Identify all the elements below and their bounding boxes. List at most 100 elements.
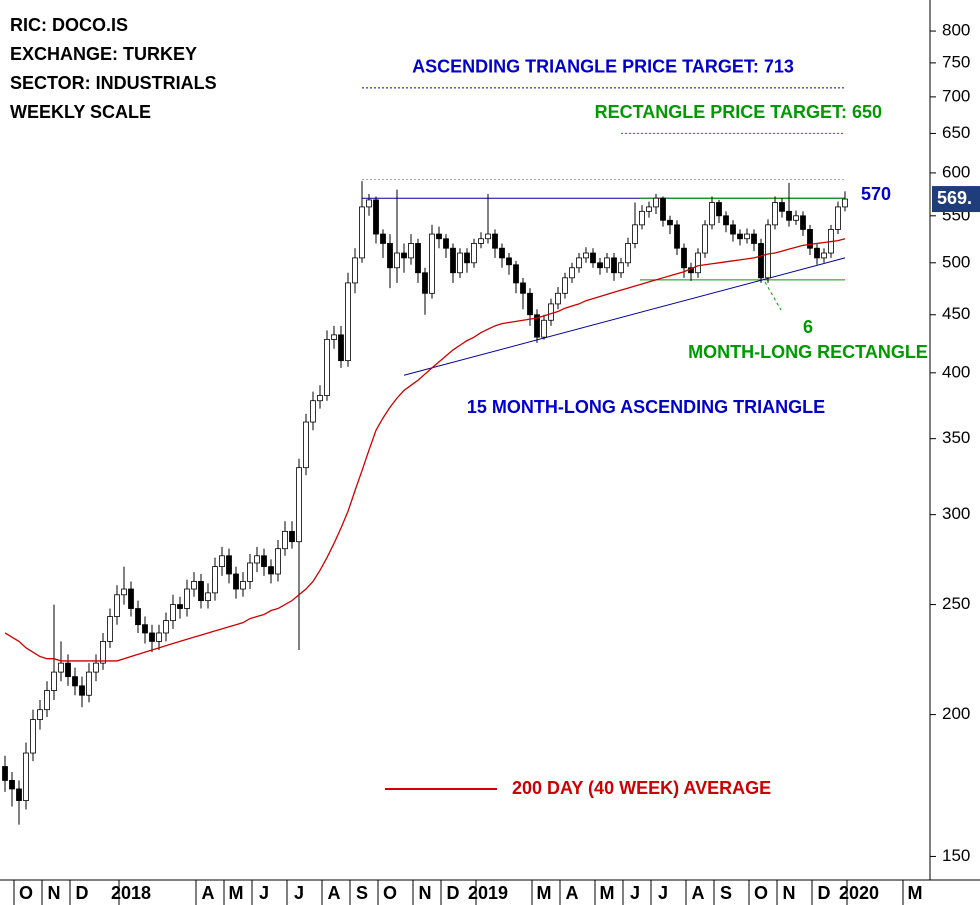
candle-body — [674, 224, 680, 249]
triangle-label: 15 MONTH-LONG ASCENDING TRIANGLE — [467, 397, 825, 417]
x-tick-label: J — [294, 883, 304, 903]
x-tick-label: N — [419, 883, 432, 903]
candle-body — [702, 224, 708, 254]
candle-body — [744, 233, 750, 240]
candle-body — [170, 604, 176, 622]
y-tick-label: 650 — [942, 123, 970, 142]
candle-body — [16, 788, 22, 801]
candle-body — [716, 202, 722, 217]
x-tick-label: O — [19, 883, 33, 903]
candle-body — [275, 548, 281, 575]
candle-body — [758, 243, 764, 279]
candle-body — [835, 206, 841, 230]
y-tick-label: 800 — [942, 21, 970, 40]
candle-body — [576, 257, 582, 269]
candle-body — [331, 334, 337, 340]
candle-body — [730, 224, 736, 235]
candle-body — [541, 319, 547, 338]
candle-body — [219, 555, 225, 568]
candle-body — [142, 624, 148, 634]
candle-body — [583, 252, 589, 259]
candle-body — [100, 641, 106, 664]
y-tick-label: 150 — [942, 846, 970, 865]
candle-body — [51, 671, 57, 691]
candle-body — [639, 210, 645, 226]
candle-body — [492, 233, 498, 249]
candle-body — [317, 395, 323, 402]
candle-body — [366, 199, 372, 208]
x-tick-label: A — [202, 883, 215, 903]
y-tick-label: 200 — [942, 704, 970, 723]
candle-body — [240, 581, 246, 590]
pointer — [764, 281, 782, 311]
y-tick-label: 300 — [942, 504, 970, 523]
candle-body — [779, 202, 785, 212]
candle-body — [65, 662, 71, 678]
candle-body — [394, 252, 400, 269]
y-tick-label: 750 — [942, 52, 970, 71]
x-tick-label: 2019 — [468, 883, 508, 903]
candle-body — [23, 752, 29, 801]
x-tick-label: M — [600, 883, 615, 903]
candle-body — [135, 608, 141, 626]
y-tick-label: 400 — [942, 362, 970, 381]
candle-body — [191, 581, 197, 590]
candle-body — [58, 662, 64, 673]
x-tick-label: A — [692, 883, 705, 903]
candle-body — [345, 282, 351, 362]
candle-body — [282, 530, 288, 550]
x-tick-label: D — [818, 883, 831, 903]
x-tick-label: S — [720, 883, 732, 903]
x-tick-label: A — [328, 883, 341, 903]
candle-body — [632, 224, 638, 244]
x-tick-label: S — [356, 883, 368, 903]
header-line: RIC: DOCO.IS — [10, 15, 128, 35]
candle-body — [387, 243, 393, 269]
x-tick-label: D — [76, 883, 89, 903]
legend-label: 200 DAY (40 WEEK) AVERAGE — [512, 778, 771, 798]
candle-body — [156, 632, 162, 642]
candle-body — [359, 206, 365, 259]
candle-body — [121, 588, 127, 596]
candle-body — [37, 709, 43, 720]
x-tick-label: A — [566, 883, 579, 903]
candle-body — [555, 292, 561, 305]
candle-body — [457, 252, 463, 274]
candle-body — [401, 252, 407, 259]
x-tick-label: M — [229, 883, 244, 903]
y-tick-label: 500 — [942, 252, 970, 271]
moving-average — [4, 238, 846, 662]
candle-body — [485, 233, 491, 240]
last-price-label: 569. — [937, 188, 972, 208]
candle-body — [450, 247, 456, 274]
candle-body — [520, 282, 526, 294]
candle-body — [324, 339, 330, 396]
candle-body — [499, 247, 505, 259]
target-label: ASCENDING TRIANGLE PRICE TARGET: 713 — [412, 57, 794, 77]
x-tick-label: D — [447, 883, 460, 903]
candle-body — [198, 581, 204, 602]
candle-body — [534, 314, 540, 338]
candle-body — [646, 206, 652, 212]
x-tick-label: J — [658, 883, 668, 903]
candle-body — [415, 243, 421, 274]
candle-body — [478, 238, 484, 244]
candle-body — [443, 238, 449, 249]
candle-body — [814, 247, 820, 259]
candle-body — [114, 594, 120, 617]
candle-body — [786, 210, 792, 221]
resistance-label: 570 — [861, 184, 891, 204]
candle-body — [177, 604, 183, 609]
candle-body — [597, 262, 603, 269]
candle-body — [625, 243, 631, 264]
candle-body — [72, 676, 78, 687]
candle-body — [2, 766, 8, 781]
candle-body — [86, 671, 92, 696]
candle-body — [289, 530, 295, 543]
rectangle-label: 6 MONTH-LONG RECTANGLE — [688, 317, 928, 362]
candle-body — [247, 562, 253, 582]
candle-body — [107, 616, 113, 642]
candle-body — [205, 592, 211, 602]
